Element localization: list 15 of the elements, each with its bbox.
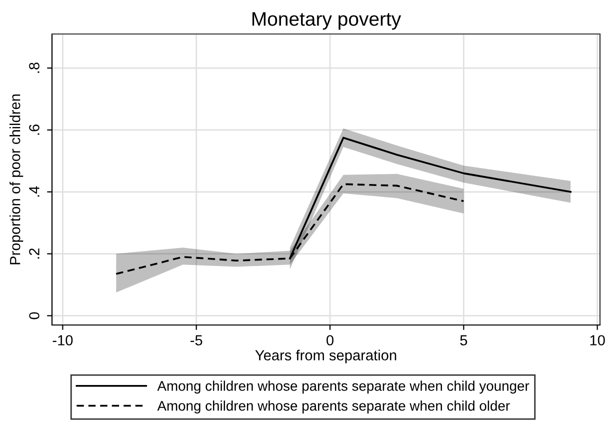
x-tick-label: -10	[52, 335, 73, 346]
chart-title: Monetary poverty	[252, 12, 402, 30]
x-tick-label: -5	[190, 335, 202, 346]
y-tick-label: .4	[29, 186, 40, 197]
x-tick-label: 0	[326, 335, 334, 346]
legend-label: Among children whose parents separate when child older	[157, 400, 510, 414]
y-axis-title: Proportion of poor children	[10, 94, 24, 264]
y-tick-label: .6	[29, 124, 40, 135]
legend-label: Among children whose parents separate when child younger	[157, 380, 530, 394]
x-axis-title: Years from separation	[255, 350, 396, 364]
y-tick-label: 0	[29, 312, 40, 320]
x-tick-label: 10	[590, 335, 605, 346]
x-tick-label: 5	[460, 335, 468, 346]
y-tick-label: .2	[29, 248, 40, 259]
y-tick-label: .8	[29, 62, 40, 73]
